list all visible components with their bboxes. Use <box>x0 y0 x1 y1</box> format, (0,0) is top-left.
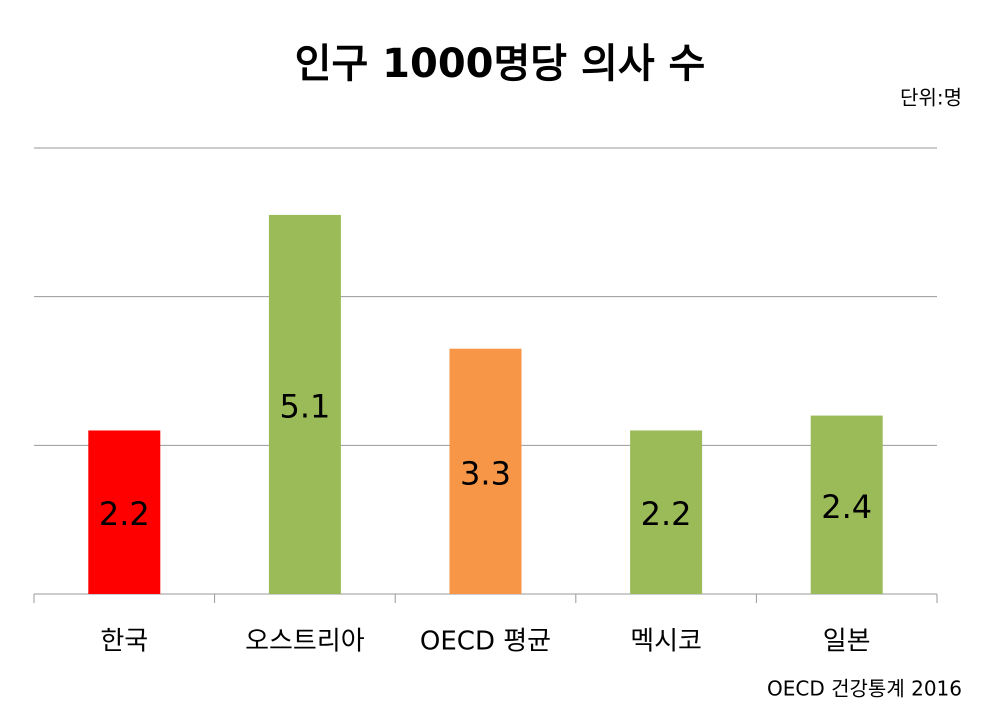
chart-title: 인구 1000명당 의사 수 <box>295 41 706 87</box>
source: OECD 건강통계 2016 <box>767 677 962 701</box>
data-label: 2.2 <box>641 495 692 533</box>
data-label: 2.2 <box>99 495 150 533</box>
x-tick-label: 일본 <box>823 627 871 657</box>
unit-note: 단위:명 <box>900 86 962 110</box>
x-tick-label: 멕시코 <box>630 627 702 657</box>
bar <box>88 430 161 594</box>
data-label: 3.3 <box>460 454 511 492</box>
bar <box>449 348 522 594</box>
x-tick-label: OECD 평균 <box>420 627 551 657</box>
data-label: 2.4 <box>821 488 872 526</box>
bar <box>268 214 341 594</box>
data-label: 5.1 <box>279 387 330 425</box>
x-tick-label: 오스트리아 <box>245 627 365 657</box>
x-tick-label: 한국 <box>100 627 148 657</box>
bar <box>630 430 703 594</box>
bar <box>810 415 883 594</box>
